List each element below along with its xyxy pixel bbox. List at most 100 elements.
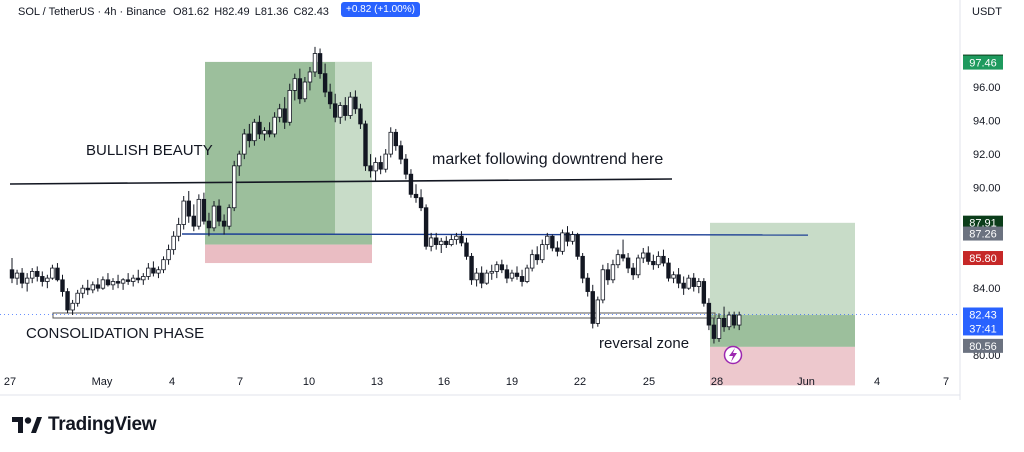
tradingview-logo-icon — [12, 417, 42, 433]
candle-body — [322, 73, 328, 93]
candle-body — [560, 232, 565, 252]
candle-body — [580, 255, 585, 279]
candle-body — [444, 240, 449, 246]
candle-body — [226, 207, 232, 227]
candle-body — [489, 271, 494, 274]
candle-body — [615, 254, 621, 266]
candle-body — [14, 272, 20, 279]
price-badge-label: 37:41 — [969, 323, 997, 335]
candle-body — [494, 264, 499, 272]
candle-body — [29, 271, 35, 279]
candle-body — [287, 90, 292, 123]
candle-body — [433, 237, 439, 246]
price-badge — [963, 321, 1003, 336]
candle-body — [105, 279, 111, 286]
candle-body — [338, 105, 343, 118]
candle-body — [211, 205, 217, 229]
candle-body — [464, 242, 469, 257]
candle-body — [358, 108, 363, 125]
currency-label[interactable]: USDT — [972, 6, 1002, 18]
time-tick-label: 7 — [237, 376, 243, 388]
candle-body — [50, 267, 55, 279]
candle-body — [686, 277, 691, 289]
candle-body — [393, 131, 398, 147]
candle-body — [60, 279, 65, 292]
candle-body — [252, 121, 257, 142]
candle-body — [681, 282, 686, 289]
lightning-icon[interactable] — [723, 345, 743, 365]
candle-body — [125, 279, 131, 282]
support-line — [181, 233, 809, 236]
candle-body — [413, 193, 419, 199]
candle-body — [292, 78, 297, 91]
candle-body — [136, 277, 141, 281]
candle-body — [24, 277, 30, 284]
candle-body — [19, 272, 25, 284]
candle-body — [40, 276, 45, 282]
candle-body — [45, 277, 50, 282]
candle-body — [666, 262, 671, 279]
candle-body — [70, 302, 75, 311]
candle-body — [550, 235, 555, 249]
time-tick-label: 13 — [371, 376, 383, 388]
candle-body — [237, 153, 242, 167]
candle-body — [332, 103, 338, 118]
low-value: L81.36 — [254, 6, 289, 18]
candle-body — [146, 267, 151, 277]
candle-body — [721, 317, 727, 328]
price-axis[interactable]: 96.0094.0092.0090.0088.0084.0080.0097.52… — [963, 54, 1003, 363]
time-axis[interactable]: 27 May 4 7 10 13 16 19 22 25 28 Jun 4 7 — [4, 376, 949, 388]
candle-body — [575, 234, 580, 257]
candle-body — [459, 235, 464, 244]
candle-body — [590, 291, 595, 324]
candle-body — [605, 269, 611, 281]
high-value: H82.49 — [214, 6, 250, 18]
candle-body — [231, 165, 237, 209]
candle-body — [317, 53, 323, 75]
candle-body — [428, 237, 434, 247]
candle-body — [383, 153, 388, 170]
candle-body — [706, 302, 712, 326]
candle-body — [257, 121, 262, 135]
long-position-2-entry-zone — [710, 315, 855, 347]
candlestick-chart[interactable]: 96.0094.0092.0090.0088.0084.0080.0097.52… — [0, 0, 1024, 400]
candle-body — [181, 200, 186, 225]
candle-body — [418, 197, 424, 209]
price-badge — [963, 307, 1003, 322]
time-tick-label: 27 — [4, 376, 16, 388]
candle-body — [196, 198, 202, 227]
candle-body — [282, 108, 287, 123]
candle-body — [545, 235, 550, 246]
price-badge — [963, 338, 1003, 353]
candle-body — [731, 314, 737, 326]
candle-body — [141, 276, 146, 281]
candle-body — [272, 116, 277, 135]
price-tick-label: 92.00 — [973, 149, 1001, 161]
change-badge: +0.82 (+1.00%) — [341, 2, 420, 17]
time-tick-label: 16 — [438, 376, 450, 388]
downtrend-line — [9, 178, 673, 185]
candle-body — [454, 235, 459, 240]
open-value: O81.62 — [173, 6, 210, 18]
annotation-reversal-zone: reversal zone — [599, 335, 689, 352]
candle-body — [343, 105, 348, 116]
chart-header: SOL / TetherUS · 4h · Binance O81.62 H82… — [18, 6, 329, 18]
candle-body — [363, 123, 368, 167]
candle-body — [398, 145, 404, 160]
candle-body — [201, 198, 207, 222]
candle-body — [479, 272, 484, 284]
candle-body — [570, 234, 575, 242]
candle-body — [327, 91, 333, 105]
candle-body — [247, 133, 252, 142]
symbol-info[interactable]: SOL / TetherUS · 4h · Binance — [18, 6, 166, 18]
candle-body — [737, 314, 742, 326]
candle-body — [595, 299, 600, 324]
brand-name[interactable]: TradingView — [48, 414, 157, 435]
price-tick-label: 90.00 — [973, 183, 1001, 195]
price-badge-label: 87.26 — [969, 229, 997, 241]
drawn-lines — [0, 0, 961, 400]
price-badge-label: 80.56 — [969, 341, 997, 353]
candle-body — [191, 215, 196, 227]
time-tick-label: 28 — [711, 376, 723, 388]
candle-body — [156, 269, 161, 274]
